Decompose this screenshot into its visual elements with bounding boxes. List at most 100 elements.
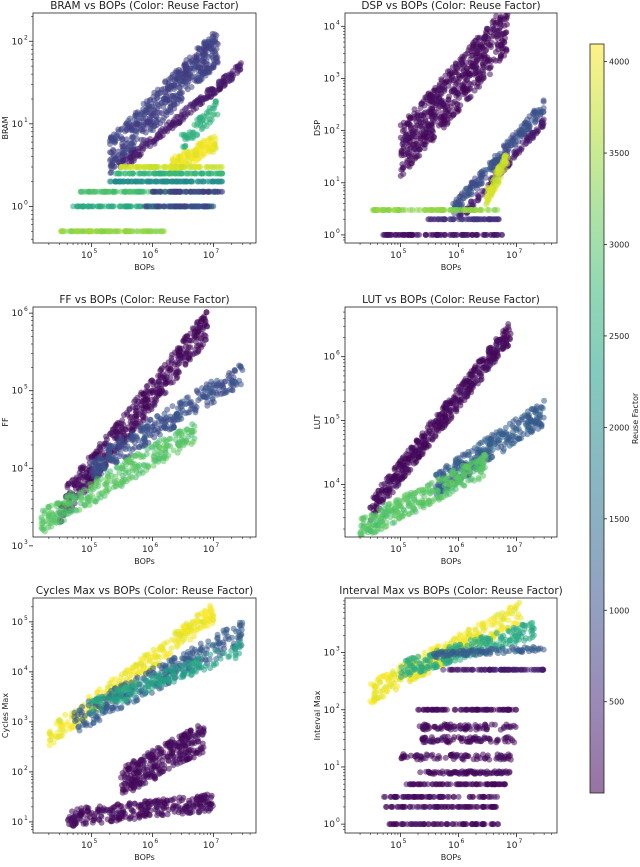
- data-point: [505, 321, 511, 327]
- data-point: [119, 479, 125, 485]
- data-point: [183, 68, 189, 74]
- data-point: [158, 189, 164, 195]
- data-point: [163, 416, 169, 422]
- data-point: [116, 203, 122, 209]
- data-point: [414, 207, 420, 213]
- data-point: [410, 132, 416, 138]
- data-point: [376, 499, 382, 505]
- data-point: [138, 424, 144, 430]
- data-point: [475, 193, 481, 199]
- data-point: [125, 118, 131, 124]
- data-point: [144, 203, 150, 209]
- data-point: [189, 421, 195, 427]
- y-tick-exponent: 0: [336, 228, 340, 235]
- data-point: [217, 86, 223, 92]
- data-point: [419, 434, 425, 440]
- data-point: [187, 357, 193, 363]
- data-point: [168, 203, 174, 209]
- data-point: [134, 203, 140, 209]
- y-axis-label: BRAM: [1, 116, 10, 139]
- data-point: [518, 133, 524, 139]
- subplot-title: BRAM vs BOPs (Color: Reuse Factor): [50, 0, 239, 12]
- data-point: [526, 412, 532, 418]
- data-point: [423, 125, 429, 131]
- data-point: [118, 134, 124, 140]
- data-point: [416, 440, 422, 446]
- data-point: [202, 386, 208, 392]
- data-point: [46, 513, 52, 519]
- data-point: [108, 135, 114, 141]
- data-point: [189, 441, 195, 447]
- data-point: [177, 189, 183, 195]
- data-point: [204, 381, 210, 387]
- data-point: [463, 60, 469, 66]
- data-point: [177, 442, 183, 448]
- data-point: [163, 126, 169, 132]
- data-point: [487, 65, 493, 71]
- data-point: [417, 147, 423, 153]
- data-point: [144, 423, 150, 429]
- data-point: [159, 179, 165, 185]
- y-tick-exponent: 0: [24, 199, 28, 206]
- data-point: [468, 189, 474, 195]
- data-point: [179, 179, 185, 185]
- data-point: [144, 451, 150, 457]
- data-point: [482, 216, 488, 222]
- data-point: [463, 193, 469, 199]
- data-point: [218, 179, 224, 185]
- data-point: [204, 394, 210, 400]
- data-point: [387, 487, 393, 493]
- data-point: [535, 107, 541, 113]
- data-point: [125, 146, 131, 152]
- data-point: [171, 77, 177, 83]
- data-point: [204, 164, 210, 170]
- data-point: [162, 411, 168, 417]
- data-point: [122, 189, 128, 195]
- data-point: [137, 179, 143, 185]
- data-point: [453, 408, 459, 414]
- data-point: [94, 465, 100, 471]
- data-point: [183, 361, 189, 367]
- data-point: [506, 327, 512, 333]
- data-point: [434, 427, 440, 433]
- points: [38, 309, 245, 534]
- data-point: [205, 113, 211, 119]
- data-point: [418, 101, 424, 107]
- data-point: [135, 451, 141, 457]
- data-point: [430, 207, 436, 213]
- data-point: [370, 207, 376, 213]
- data-point: [400, 454, 406, 460]
- data-point: [441, 85, 447, 91]
- data-point: [492, 207, 498, 213]
- data-point: [407, 154, 413, 160]
- data-point: [432, 85, 438, 91]
- data-point: [204, 403, 210, 409]
- data-point: [456, 216, 462, 222]
- data-point: [48, 524, 54, 530]
- data-point: [213, 59, 219, 65]
- data-point: [525, 135, 531, 141]
- data-point: [182, 203, 188, 209]
- data-point: [111, 189, 117, 195]
- data-point: [198, 331, 204, 337]
- data-point: [178, 404, 184, 410]
- data-point: [118, 164, 124, 170]
- data-point: [153, 136, 159, 142]
- data-point: [128, 179, 134, 185]
- data-point: [488, 29, 494, 35]
- data-point: [211, 189, 217, 195]
- data-point: [211, 164, 217, 170]
- data-point: [206, 149, 212, 155]
- data-point: [152, 441, 158, 447]
- data-point: [420, 119, 426, 125]
- data-point: [532, 120, 538, 126]
- data-point: [149, 104, 155, 110]
- data-point: [473, 232, 479, 238]
- data-point: [168, 86, 174, 92]
- y-tick-exponent: 3: [24, 539, 28, 546]
- data-point: [174, 411, 180, 417]
- data-point: [475, 80, 481, 86]
- data-point: [485, 366, 491, 372]
- data-point: [123, 156, 129, 162]
- data-point: [188, 402, 194, 408]
